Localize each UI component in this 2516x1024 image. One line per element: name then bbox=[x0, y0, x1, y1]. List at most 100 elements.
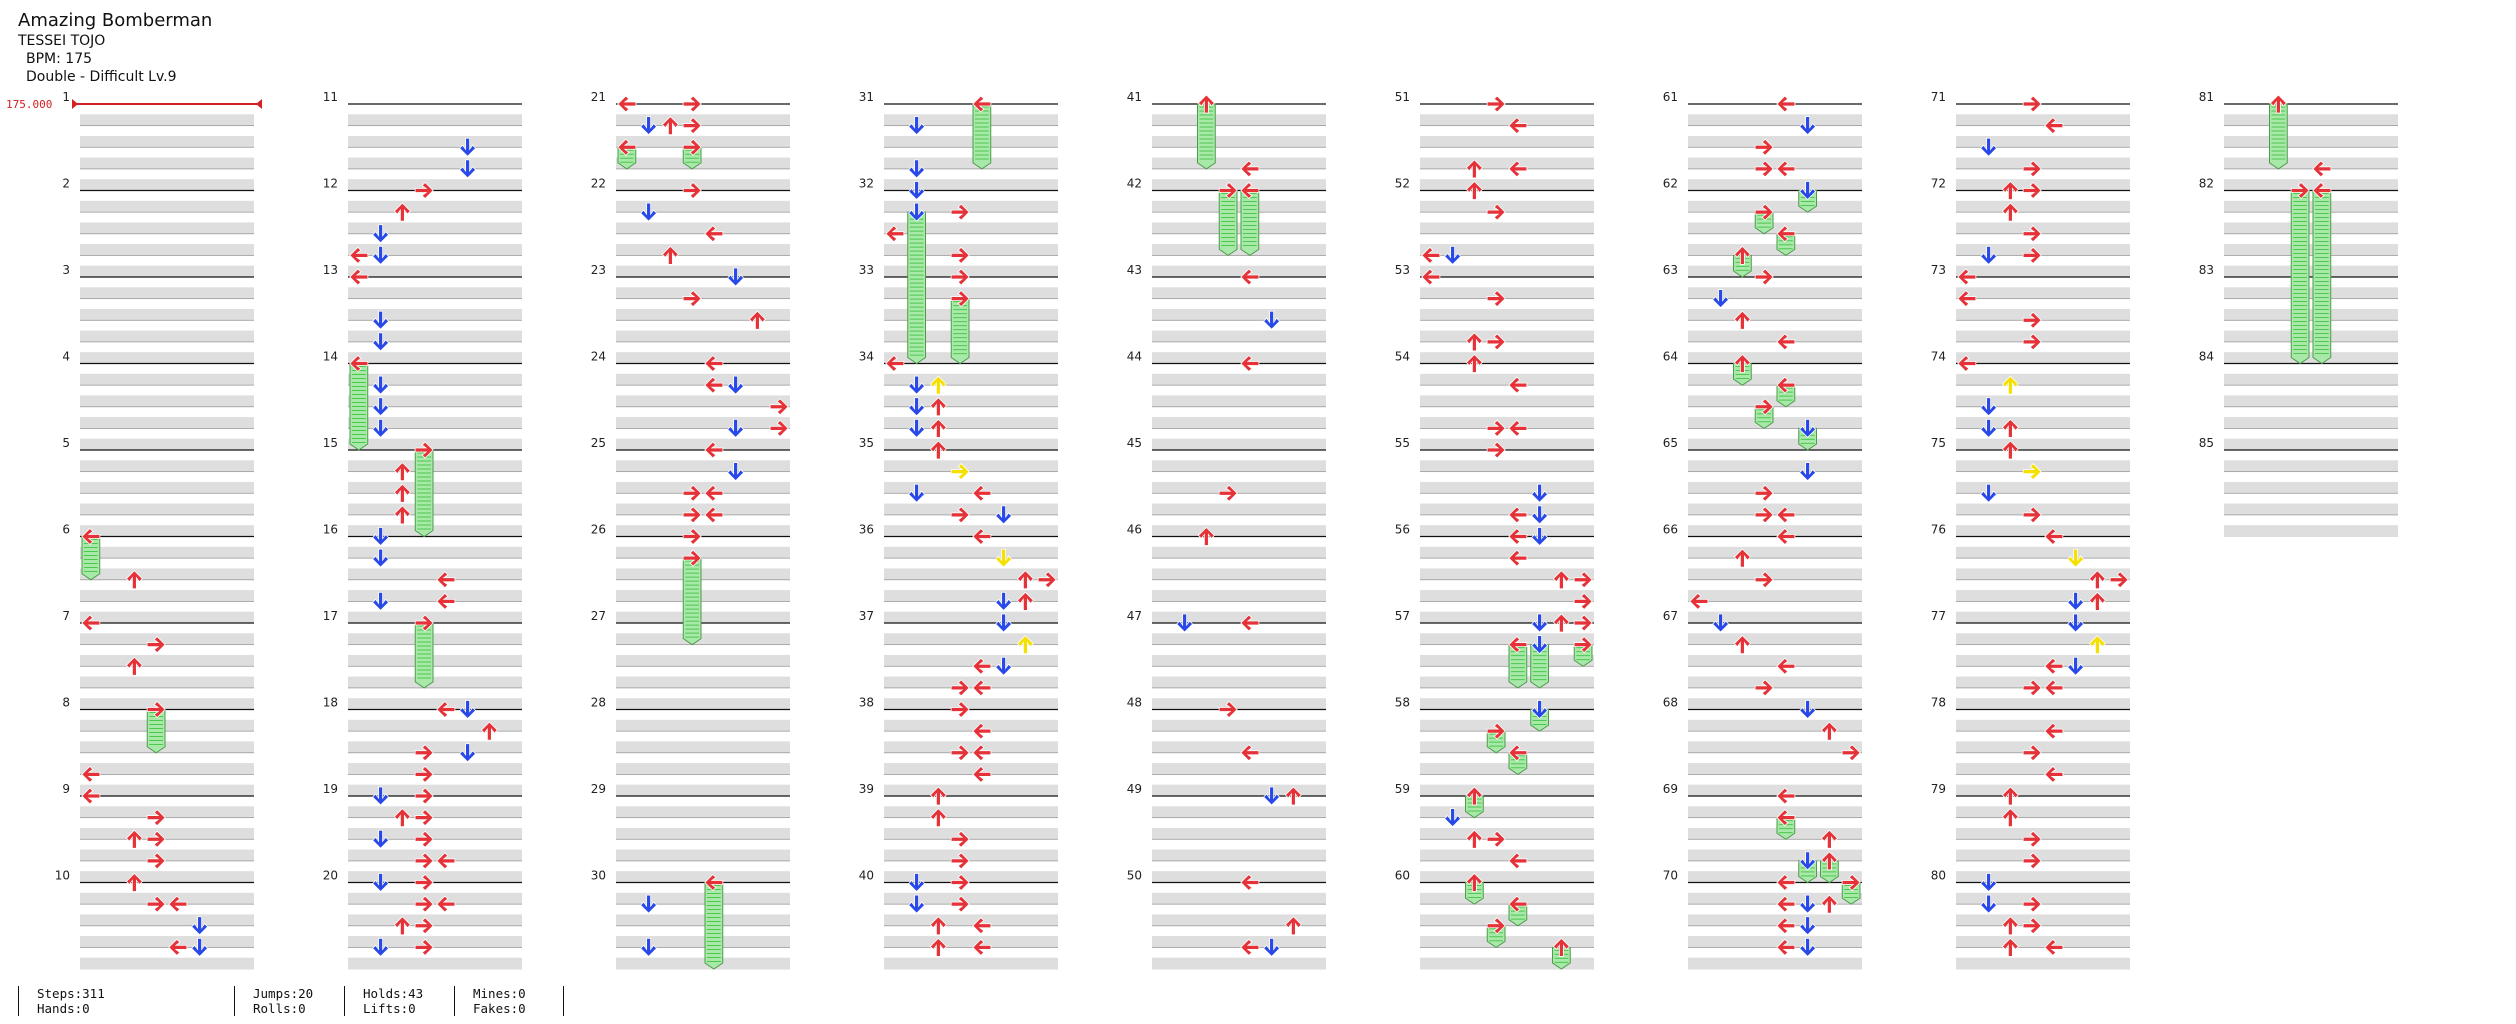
hold-head-up-arrow-icon bbox=[1197, 94, 1215, 114]
up-arrow-icon bbox=[480, 721, 498, 741]
beat-band bbox=[616, 135, 790, 148]
down-arrow-icon bbox=[1176, 613, 1194, 633]
measure-number: 28 bbox=[591, 696, 606, 710]
left-arrow-icon bbox=[349, 246, 369, 264]
beat-band bbox=[1688, 417, 1862, 429]
beat-band bbox=[1420, 244, 1594, 256]
beat-band bbox=[2224, 330, 2398, 343]
left-arrow-icon bbox=[704, 225, 724, 243]
beat-band bbox=[80, 698, 254, 710]
beat-band bbox=[2224, 417, 2398, 429]
beat-band bbox=[1152, 157, 1326, 170]
beat-band bbox=[80, 633, 254, 646]
beat-band bbox=[80, 525, 254, 537]
bpm-tick-right bbox=[256, 99, 262, 109]
left-arrow-icon bbox=[972, 722, 992, 740]
beat-band bbox=[80, 330, 254, 343]
beat-band bbox=[1152, 395, 1326, 408]
beat-band bbox=[1420, 957, 1594, 970]
beat-band bbox=[1420, 352, 1594, 364]
beat-band bbox=[80, 827, 254, 840]
hold-head-down-arrow-icon bbox=[1799, 418, 1817, 438]
down-arrow-icon bbox=[1531, 483, 1549, 503]
beat-band bbox=[616, 957, 790, 970]
left-arrow-icon bbox=[1240, 354, 1260, 373]
beat-band bbox=[1688, 244, 1862, 256]
beat-band bbox=[1956, 719, 2130, 732]
beat-band bbox=[2224, 503, 2398, 516]
measure-number: 60 bbox=[1395, 869, 1410, 883]
beat-band bbox=[348, 244, 522, 256]
beat-band bbox=[1420, 590, 1594, 602]
beat-band bbox=[1688, 308, 1862, 321]
measure-number: 37 bbox=[859, 609, 874, 623]
beat-band bbox=[348, 611, 522, 624]
right-arrow-icon bbox=[950, 852, 970, 870]
beat-band bbox=[1688, 590, 1862, 602]
measure-number: 2 bbox=[62, 177, 70, 191]
up-arrow-icon bbox=[2001, 180, 2019, 200]
beat-band bbox=[1956, 135, 2130, 148]
beat-band bbox=[80, 244, 254, 256]
measure-number: 51 bbox=[1395, 90, 1410, 104]
mine-up-arrow-icon bbox=[2001, 375, 2019, 395]
beat-band bbox=[1956, 525, 2130, 537]
down-arrow-icon bbox=[459, 137, 477, 157]
up-arrow-icon bbox=[393, 505, 411, 525]
beat-band bbox=[2224, 373, 2398, 386]
beat-band bbox=[1152, 352, 1326, 364]
beat-band bbox=[1956, 892, 2130, 905]
beat-band bbox=[80, 957, 254, 970]
beat-band bbox=[348, 503, 522, 516]
right-arrow-icon bbox=[682, 181, 702, 200]
down-arrow-icon bbox=[1712, 289, 1730, 309]
measure-number: 79 bbox=[1931, 782, 1946, 796]
stat-mines: Mines:0 bbox=[473, 986, 526, 1001]
hold-head-right-arrow-icon bbox=[414, 441, 434, 459]
beat-band bbox=[348, 330, 522, 343]
up-arrow-icon bbox=[1552, 570, 1570, 590]
right-arrow-icon bbox=[2022, 744, 2042, 762]
up-arrow-icon bbox=[661, 245, 679, 265]
left-arrow-icon bbox=[1240, 268, 1260, 286]
measure-number: 65 bbox=[1663, 436, 1678, 450]
down-arrow-icon bbox=[1531, 505, 1549, 525]
beat-band bbox=[348, 633, 522, 646]
beat-band bbox=[1420, 222, 1594, 235]
beat-band bbox=[1420, 676, 1594, 689]
beat-band bbox=[616, 741, 790, 754]
up-arrow-icon bbox=[2001, 418, 2019, 438]
up-arrow-icon bbox=[2001, 440, 2019, 460]
beat-band bbox=[348, 698, 522, 710]
beat-band bbox=[348, 525, 522, 537]
beat-band bbox=[1688, 503, 1862, 516]
hold-head-right-arrow-icon bbox=[1841, 873, 1861, 892]
beat-band bbox=[1420, 114, 1594, 127]
stat-jumps: Jumps:20 bbox=[253, 986, 314, 1001]
right-arrow-icon bbox=[2022, 917, 2042, 935]
up-arrow-icon bbox=[929, 937, 947, 957]
measure-number: 24 bbox=[591, 350, 606, 364]
beat-band bbox=[1956, 287, 2130, 300]
beat-band bbox=[1420, 179, 1594, 191]
beat-band bbox=[1420, 568, 1594, 581]
beat-band bbox=[884, 330, 1058, 343]
beat-band bbox=[1420, 330, 1594, 343]
left-arrow-icon bbox=[704, 354, 724, 373]
measure-number: 39 bbox=[859, 782, 874, 796]
right-arrow-icon bbox=[2022, 95, 2042, 113]
right-arrow-icon bbox=[414, 873, 434, 892]
beat-band bbox=[1152, 936, 1326, 948]
down-arrow-icon bbox=[1980, 894, 1998, 914]
right-arrow-icon bbox=[414, 917, 434, 935]
hold-head-right-arrow-icon bbox=[2290, 181, 2310, 200]
right-arrow-icon bbox=[950, 268, 970, 286]
beat-band bbox=[1152, 892, 1326, 905]
up-arrow-icon bbox=[1465, 180, 1483, 200]
up-arrow-icon bbox=[393, 462, 411, 482]
down-arrow-icon bbox=[372, 591, 390, 611]
beat-band bbox=[1420, 287, 1594, 300]
beat-band bbox=[616, 546, 790, 559]
beat-band bbox=[616, 438, 790, 451]
left-arrow-icon bbox=[1240, 873, 1260, 892]
